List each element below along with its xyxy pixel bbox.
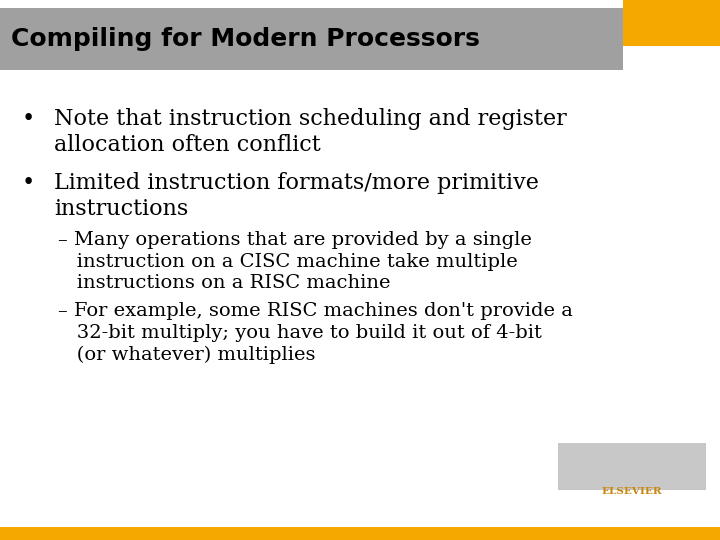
- Text: ELSEVIER: ELSEVIER: [602, 487, 662, 496]
- Text: – Many operations that are provided by a single: – Many operations that are provided by a…: [58, 231, 531, 249]
- Text: •: •: [22, 172, 35, 194]
- Text: Note that instruction scheduling and register: Note that instruction scheduling and reg…: [54, 108, 567, 130]
- Bar: [0, 526, 720, 540]
- Text: instructions on a RISC machine: instructions on a RISC machine: [58, 274, 390, 292]
- Bar: [623, 0, 720, 46]
- Text: – For example, some RISC machines don't provide a: – For example, some RISC machines don't …: [58, 302, 572, 320]
- Text: •: •: [22, 108, 35, 130]
- Bar: [0, 8, 623, 70]
- Bar: [558, 490, 706, 510]
- Text: (or whatever) multiplies: (or whatever) multiplies: [58, 346, 315, 364]
- Text: Limited instruction formats/more primitive: Limited instruction formats/more primiti…: [54, 172, 539, 194]
- Text: allocation often conflict: allocation often conflict: [54, 134, 320, 156]
- Text: 32-bit multiply; you have to build it out of 4-bit: 32-bit multiply; you have to build it ou…: [58, 324, 541, 342]
- Text: instructions: instructions: [54, 198, 188, 220]
- Bar: [558, 443, 706, 510]
- Text: instruction on a CISC machine take multiple: instruction on a CISC machine take multi…: [58, 253, 518, 271]
- Text: Compiling for Modern Processors: Compiling for Modern Processors: [11, 27, 480, 51]
